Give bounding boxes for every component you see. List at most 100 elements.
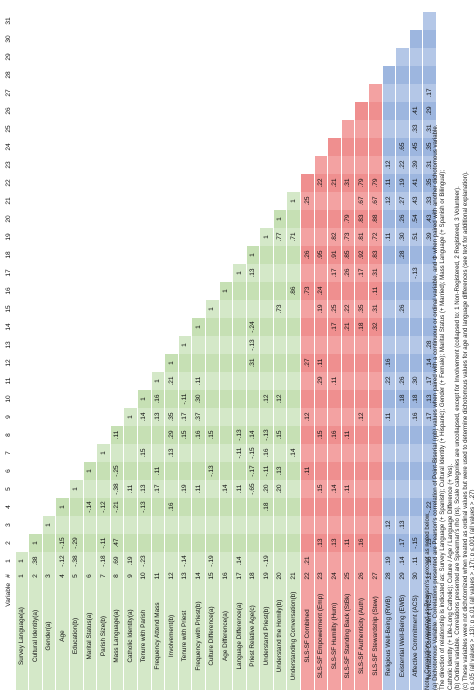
- table-cell: [232, 390, 247, 408]
- table-cell: [164, 552, 179, 570]
- table-cell: .85: [341, 246, 355, 264]
- empty-cell: [259, 102, 274, 120]
- empty-cell: [341, 102, 355, 120]
- table-cell: .18: [259, 498, 274, 516]
- row-number: 12: [164, 570, 179, 582]
- table-cell: .67: [354, 192, 369, 210]
- row-number: 29: [395, 570, 410, 582]
- table-cell: .31: [368, 300, 383, 318]
- empty-cell: [15, 390, 29, 408]
- table-row: SLS-SF Humility (Hum) 24.13.14.16.11.17.2…: [327, 12, 342, 690]
- row-number: 17: [232, 570, 247, 582]
- table-row: Survey Language(a) 1 1: [15, 12, 29, 690]
- empty-cell: [151, 192, 165, 210]
- empty-cell: [42, 102, 56, 120]
- table-cell: .92: [354, 246, 369, 264]
- table-cell: .25: [300, 192, 315, 210]
- table-row: SLS-SF Combined 22.21 .11 .12 .27 .73 .26 .25: [300, 12, 315, 690]
- empty-cell: [28, 318, 43, 336]
- empty-cell: [178, 174, 192, 192]
- table-cell: [246, 534, 260, 552]
- table-cell: .11: [151, 462, 165, 480]
- empty-cell: [164, 102, 179, 120]
- table-cell: [286, 336, 301, 354]
- table-cell: -.19: [259, 552, 274, 570]
- empty-cell: [28, 408, 43, 426]
- table-cell: [151, 426, 165, 444]
- table-cell: [327, 210, 342, 228]
- table-cell: .14: [327, 480, 342, 498]
- table-cell: [300, 336, 315, 354]
- table-cell: [164, 534, 179, 552]
- table-cell: .17: [395, 534, 410, 552]
- table-cell: .15: [137, 444, 152, 462]
- empty-cell: [137, 66, 152, 84]
- table-cell: [395, 462, 410, 480]
- table-row: Age Difference(a) 16 .14 1: [219, 12, 233, 690]
- table-cell: .79: [341, 210, 355, 228]
- empty-cell: [55, 102, 70, 120]
- table-cell: 1: [219, 282, 233, 300]
- empty-cell: [191, 66, 206, 84]
- table-cell: [273, 336, 287, 354]
- table-cell: [286, 354, 301, 372]
- table-cell: [286, 390, 301, 408]
- empty-cell: [246, 174, 260, 192]
- empty-cell: [15, 354, 29, 372]
- table-cell: [286, 246, 301, 264]
- table-cell: [205, 534, 219, 552]
- empty-cell: [123, 246, 138, 264]
- table-cell: [314, 264, 328, 282]
- table-cell: [382, 480, 396, 498]
- empty-cell: [69, 30, 84, 48]
- header-col-5: 5: [2, 480, 16, 498]
- table-cell: [314, 210, 328, 228]
- empty-cell: [15, 480, 29, 498]
- empty-cell: [178, 282, 192, 300]
- table-cell: [314, 228, 328, 246]
- table-cell: .83: [368, 246, 383, 264]
- empty-cell: [164, 66, 179, 84]
- table-cell: -.13: [205, 462, 219, 480]
- row-label: Involvement(b): [164, 582, 179, 690]
- empty-cell: [42, 462, 56, 480]
- empty-cell: [219, 12, 233, 30]
- empty-cell: [28, 210, 43, 228]
- table-cell: 1: [151, 372, 165, 390]
- table-cell: [286, 462, 301, 480]
- empty-cell: [259, 174, 274, 192]
- table-cell: .72: [368, 228, 383, 246]
- table-cell: [409, 462, 423, 480]
- table-cell: [341, 192, 355, 210]
- row-label: Tenure with Priest: [178, 582, 192, 690]
- empty-cell: [15, 156, 29, 174]
- empty-cell: [382, 12, 396, 30]
- empty-cell: [354, 48, 369, 66]
- empty-cell: [178, 84, 192, 102]
- table-cell: -.12: [96, 498, 111, 516]
- table-cell: [409, 516, 423, 534]
- table-cell: 1: [178, 336, 192, 354]
- empty-cell: [110, 390, 124, 408]
- header-col-28: 28: [2, 66, 16, 84]
- empty-cell: [123, 192, 138, 210]
- row-label: SLS-SF Authenticity (Auth): [354, 582, 369, 690]
- empty-cell: [42, 48, 56, 66]
- table-cell: [395, 264, 410, 282]
- table-cell: .45: [409, 138, 423, 156]
- table-cell: [286, 300, 301, 318]
- empty-cell: [191, 138, 206, 156]
- table-cell: [219, 354, 233, 372]
- table-cell: -.11: [232, 444, 247, 462]
- empty-cell: [300, 156, 315, 174]
- table-cell: [368, 390, 383, 408]
- table-cell: [191, 336, 206, 354]
- table-cell: .41: [409, 102, 423, 120]
- empty-cell: [123, 210, 138, 228]
- empty-cell: [151, 156, 165, 174]
- empty-cell: [28, 228, 43, 246]
- empty-cell: [42, 408, 56, 426]
- table-cell: [151, 516, 165, 534]
- table-cell: [96, 462, 111, 480]
- table-cell: [341, 138, 355, 156]
